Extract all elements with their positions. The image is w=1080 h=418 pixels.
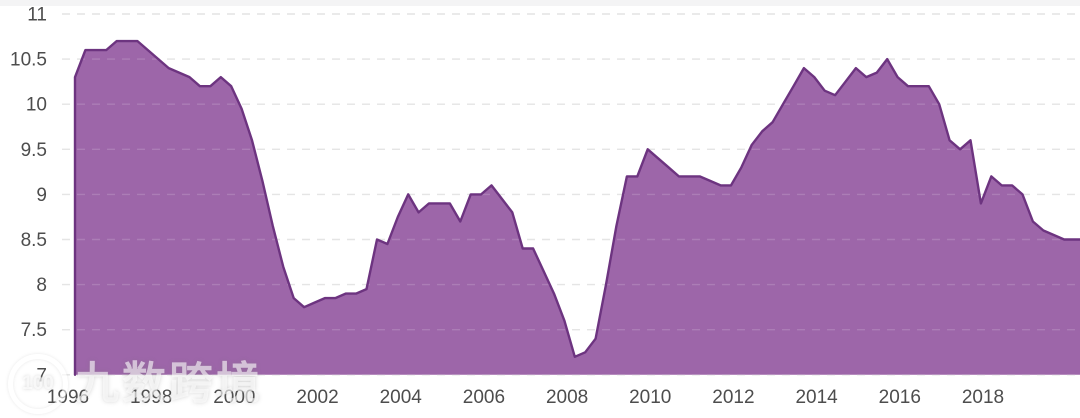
y-axis-tick-label: 8.5 (21, 230, 47, 251)
x-axis-tick-label: 2004 (380, 387, 423, 408)
x-axis-tick-label: 2012 (712, 387, 754, 408)
y-axis-tick-label: 8 (36, 275, 47, 296)
top-strip (0, 0, 1080, 6)
y-axis-tick-label: 7.5 (21, 320, 47, 341)
area-fill (75, 41, 1080, 375)
x-axis-tick-label: 2008 (546, 387, 588, 408)
x-axis-tick-label: 1998 (130, 387, 172, 408)
y-axis-tick-label: 7 (36, 365, 47, 386)
x-axis-tick-label: 2018 (962, 387, 1004, 408)
y-axis-tick-label: 10 (26, 95, 47, 116)
x-axis-tick-label: 2010 (629, 387, 671, 408)
series-line (73, 39, 1080, 376)
x-axis-tick-label: 2014 (795, 387, 838, 408)
y-axis-tick-label: 10.5 (10, 50, 47, 71)
x-axis-tick-label: 2006 (463, 387, 505, 408)
y-axis-tick-label: 9.5 (21, 140, 47, 161)
y-axis-tick-label: 9 (36, 185, 47, 206)
x-axis-tick-label: 2002 (296, 387, 338, 408)
x-axis-tick-label: 1996 (47, 387, 89, 408)
x-axis-tick-label: 2016 (879, 387, 921, 408)
x-axis-tick-label: 2000 (213, 387, 255, 408)
y-axis-tick-label: 11 (27, 5, 47, 26)
